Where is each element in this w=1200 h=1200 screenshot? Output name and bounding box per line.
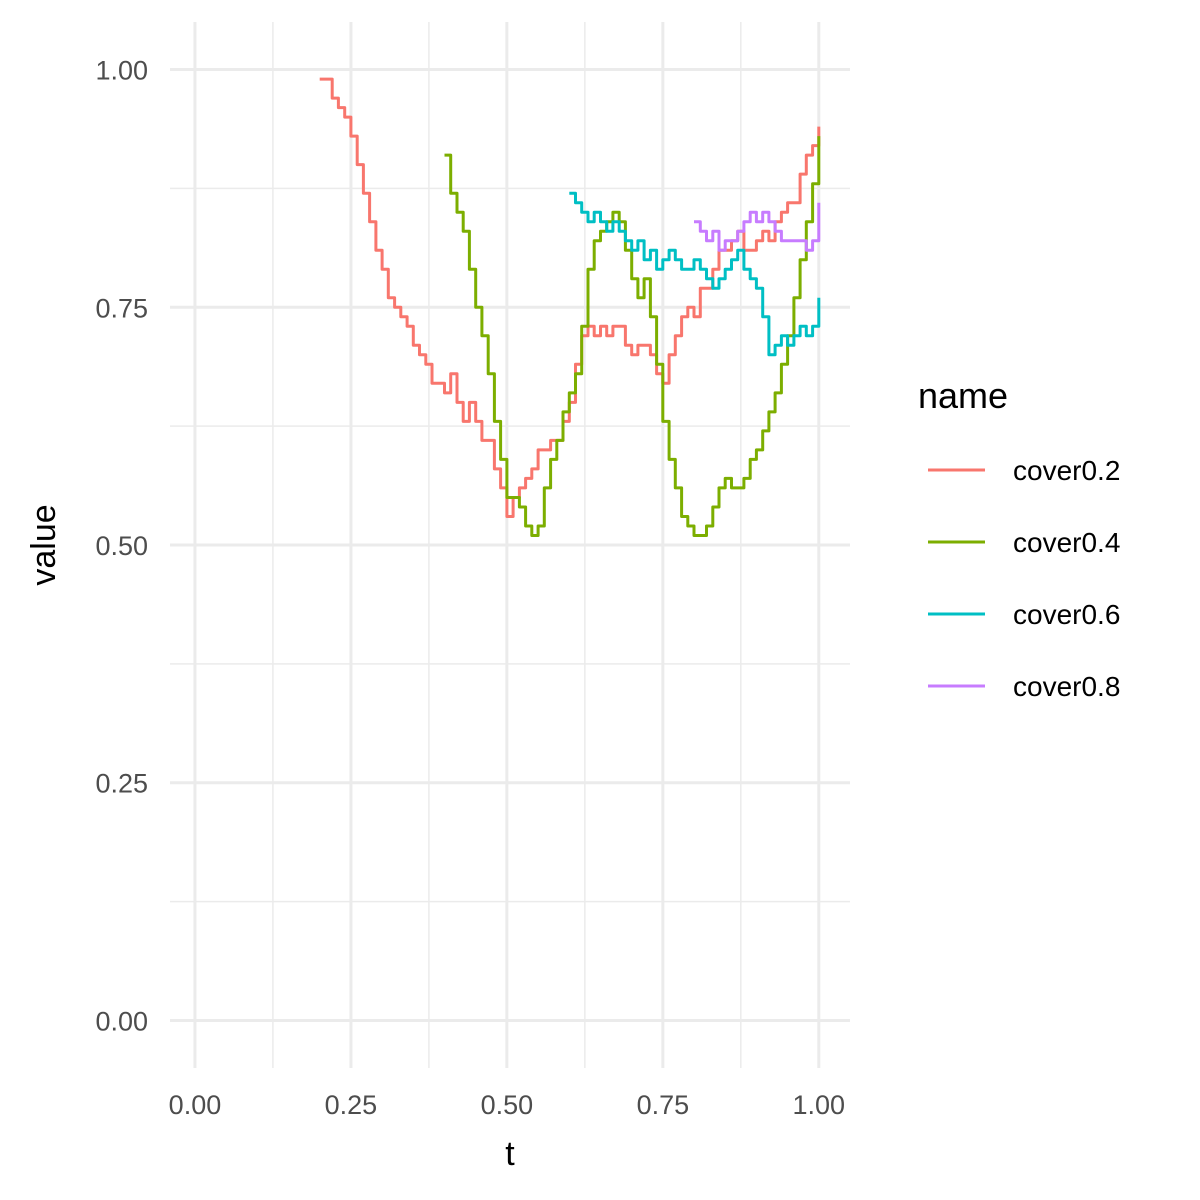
y-tick-label: 0.75 (95, 293, 148, 323)
y-axis-tick-labels: 0.00 0.25 0.50 0.75 1.00 (95, 56, 148, 1037)
x-tick-label: 1.00 (793, 1090, 846, 1120)
x-tick-label: 0.00 (169, 1090, 222, 1120)
series-line-cover0.6 (569, 191, 821, 357)
x-axis-tick-labels: 0.00 0.25 0.50 0.75 1.00 (169, 1090, 845, 1120)
y-tick-label: 0.00 (95, 1006, 148, 1036)
series-lines (319, 77, 821, 537)
x-tick-label: 0.75 (637, 1090, 690, 1120)
legend-label-cover0.2: cover0.2 (1013, 455, 1120, 486)
grid-lines (170, 22, 850, 1068)
legend: name cover0.2 cover0.4 cover0.6 cover0.8 (918, 375, 1120, 702)
legend-label-cover0.6: cover0.6 (1013, 599, 1120, 630)
x-tick-label: 0.25 (325, 1090, 378, 1120)
y-tick-label: 1.00 (95, 56, 148, 86)
series-line-cover0.8 (694, 202, 821, 252)
legend-title: name (918, 375, 1008, 416)
y-tick-label: 0.25 (95, 769, 148, 799)
x-tick-label: 0.50 (481, 1090, 534, 1120)
legend-label-cover0.8: cover0.8 (1013, 671, 1120, 702)
y-axis-title: value (25, 504, 63, 585)
y-tick-label: 0.50 (95, 531, 148, 561)
legend-label-cover0.4: cover0.4 (1013, 527, 1120, 558)
series-line-cover0.4 (444, 136, 821, 537)
x-axis-title: t (505, 1135, 515, 1173)
